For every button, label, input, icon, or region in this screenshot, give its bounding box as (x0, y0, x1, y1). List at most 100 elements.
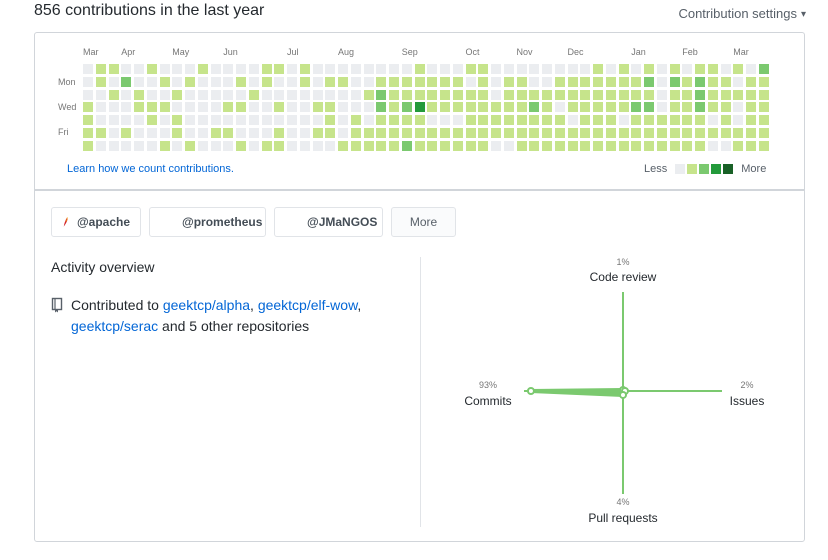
day-cell[interactable] (248, 115, 259, 125)
day-cell[interactable] (618, 127, 629, 138)
day-cell[interactable] (605, 76, 616, 87)
day-cell[interactable] (312, 76, 323, 87)
day-cell[interactable] (427, 89, 438, 100)
day-cell[interactable] (720, 127, 731, 138)
day-cell[interactable] (593, 127, 603, 138)
day-cell[interactable] (707, 102, 718, 113)
day-cell[interactable] (274, 89, 285, 100)
day-cell[interactable] (185, 140, 195, 151)
day-cell[interactable] (261, 102, 272, 113)
day-cell[interactable] (746, 64, 756, 74)
day-cell[interactable] (567, 115, 578, 125)
day-cell[interactable] (223, 140, 234, 151)
day-cell[interactable] (121, 115, 132, 125)
day-cell[interactable] (618, 76, 629, 87)
org-more-button[interactable]: More (391, 207, 456, 237)
day-cell[interactable] (478, 127, 489, 138)
day-cell[interactable] (503, 64, 514, 74)
day-cell[interactable] (478, 140, 489, 151)
day-cell[interactable] (401, 76, 412, 87)
day-cell[interactable] (440, 76, 450, 87)
day-cell[interactable] (185, 64, 195, 74)
day-cell[interactable] (236, 127, 246, 138)
day-cell[interactable] (695, 64, 705, 74)
day-cell[interactable] (236, 115, 246, 125)
day-cell[interactable] (108, 64, 119, 74)
day-cell[interactable] (695, 127, 705, 138)
day-cell[interactable] (108, 140, 119, 151)
day-cell[interactable] (567, 76, 578, 87)
repo-link[interactable]: geektcp/alpha (162, 297, 251, 313)
day-cell[interactable] (248, 140, 259, 151)
day-cell[interactable] (108, 127, 119, 138)
day-cell[interactable] (554, 127, 565, 138)
day-cell[interactable] (159, 115, 170, 125)
day-cell[interactable] (478, 115, 489, 125)
day-cell[interactable] (95, 64, 106, 74)
day-cell[interactable] (605, 127, 616, 138)
day-cell[interactable] (644, 127, 654, 138)
day-cell[interactable] (720, 64, 731, 74)
day-cell[interactable] (695, 140, 705, 151)
day-cell[interactable] (580, 89, 591, 100)
day-cell[interactable] (656, 127, 667, 138)
day-cell[interactable] (312, 102, 323, 113)
day-cell[interactable] (134, 140, 144, 151)
day-cell[interactable] (363, 127, 374, 138)
day-cell[interactable] (172, 140, 183, 151)
day-cell[interactable] (618, 64, 629, 74)
day-cell[interactable] (121, 64, 132, 74)
day-cell[interactable] (210, 115, 221, 125)
day-cell[interactable] (503, 140, 514, 151)
day-cell[interactable] (580, 76, 591, 87)
day-cell[interactable] (516, 102, 527, 113)
day-cell[interactable] (83, 102, 93, 113)
day-cell[interactable] (210, 102, 221, 113)
repo-link[interactable]: geektcp/serac (71, 318, 159, 334)
day-cell[interactable] (338, 76, 348, 87)
day-cell[interactable] (656, 115, 667, 125)
day-cell[interactable] (325, 89, 336, 100)
day-cell[interactable] (682, 76, 693, 87)
day-cell[interactable] (350, 140, 361, 151)
day-cell[interactable] (210, 140, 221, 151)
day-cell[interactable] (516, 140, 527, 151)
day-cell[interactable] (618, 89, 629, 100)
day-cell[interactable] (554, 102, 565, 113)
day-cell[interactable] (287, 127, 297, 138)
day-cell[interactable] (185, 102, 195, 113)
day-cell[interactable] (159, 64, 170, 74)
day-cell[interactable] (631, 102, 642, 113)
day-cell[interactable] (414, 76, 425, 87)
day-cell[interactable] (185, 89, 195, 100)
day-cell[interactable] (83, 64, 93, 74)
day-cell[interactable] (274, 140, 285, 151)
day-cell[interactable] (261, 89, 272, 100)
day-cell[interactable] (299, 89, 310, 100)
day-cell[interactable] (440, 127, 450, 138)
day-cell[interactable] (669, 64, 680, 74)
day-cell[interactable] (567, 64, 578, 74)
day-cell[interactable] (503, 127, 514, 138)
org-filter-prometheus[interactable]: @prometheus (149, 207, 266, 237)
day-cell[interactable] (338, 89, 348, 100)
day-cell[interactable] (223, 64, 234, 74)
day-cell[interactable] (223, 127, 234, 138)
day-cell[interactable] (312, 127, 323, 138)
day-cell[interactable] (491, 64, 501, 74)
day-cell[interactable] (401, 89, 412, 100)
day-cell[interactable] (376, 115, 387, 125)
day-cell[interactable] (312, 89, 323, 100)
day-cell[interactable] (440, 89, 450, 100)
day-cell[interactable] (108, 89, 119, 100)
day-cell[interactable] (121, 76, 132, 87)
day-cell[interactable] (580, 115, 591, 125)
day-cell[interactable] (389, 115, 399, 125)
day-cell[interactable] (197, 115, 208, 125)
day-cell[interactable] (83, 115, 93, 125)
day-cell[interactable] (758, 140, 769, 151)
day-cell[interactable] (605, 115, 616, 125)
day-cell[interactable] (707, 64, 718, 74)
day-cell[interactable] (529, 140, 540, 151)
day-cell[interactable] (108, 76, 119, 87)
